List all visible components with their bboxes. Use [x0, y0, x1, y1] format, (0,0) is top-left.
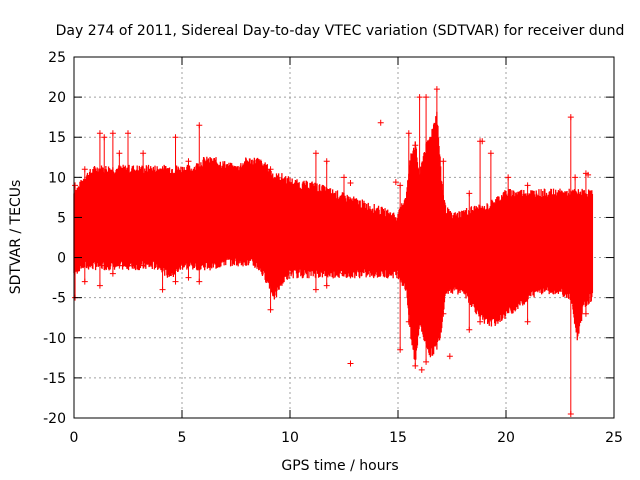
spike-end-marker — [477, 318, 484, 325]
spike-end-marker — [567, 114, 574, 121]
spike-end-marker — [397, 182, 404, 189]
spike-end-marker — [412, 362, 419, 369]
spike-end-marker — [116, 262, 123, 269]
spike-end-marker — [125, 130, 131, 137]
spike-end-marker — [429, 342, 436, 349]
spike-end-marker — [397, 346, 404, 353]
outlier-point — [347, 179, 354, 186]
y-tick-label: -15 — [43, 371, 66, 387]
x-tick-label: 15 — [389, 430, 407, 446]
outlier-point — [392, 179, 399, 186]
spike-end-marker — [172, 278, 179, 285]
spike-end-marker — [341, 270, 347, 277]
spike-end-marker — [405, 130, 412, 137]
spike-end-marker — [524, 318, 531, 325]
axis-ticks — [73, 56, 615, 419]
spike-end-marker — [72, 182, 79, 189]
spike-end-marker — [101, 134, 108, 141]
outlier-point — [347, 360, 354, 367]
spike-end-marker — [416, 94, 423, 101]
spike-end-marker — [505, 294, 512, 301]
x-tick-label: 5 — [178, 430, 187, 446]
spike-end-marker — [572, 302, 579, 309]
x-tick-label: 0 — [70, 430, 79, 446]
spike-end-marker — [440, 310, 447, 317]
spike-end-marker — [116, 150, 123, 157]
spike-end-marker — [466, 326, 473, 333]
spike-end-marker — [109, 130, 116, 137]
spike-end-marker — [185, 158, 192, 165]
data-series — [72, 86, 594, 417]
y-tick-label: 25 — [48, 50, 66, 66]
spike-end-marker — [433, 86, 440, 93]
spike-end-marker — [323, 282, 330, 289]
y-tick-label: -5 — [52, 291, 66, 307]
spike-end-marker — [505, 174, 512, 181]
plot-frame — [73, 56, 615, 419]
spike-end-marker — [196, 278, 203, 285]
y-tick-label: -10 — [43, 331, 66, 347]
spike-end-marker — [429, 142, 436, 149]
spike-end-marker — [159, 166, 166, 173]
spike-end-marker — [487, 310, 494, 317]
spike-end-marker — [466, 190, 473, 197]
spike-end-marker — [267, 306, 274, 313]
y-axis-label: SDTVAR / TECUs — [8, 180, 24, 295]
spike-end-marker — [172, 134, 179, 141]
outlier-point — [377, 119, 384, 126]
spike-end-marker — [267, 166, 274, 173]
spike-end-marker — [81, 166, 88, 173]
y-tick-label: 15 — [48, 130, 66, 146]
spike-end-marker — [423, 358, 430, 365]
outlier-point — [585, 171, 592, 178]
y-tick-label: 10 — [48, 170, 66, 186]
spike-end-marker — [433, 334, 440, 341]
y-tick-label: 5 — [57, 210, 66, 226]
spike-end-marker — [567, 410, 574, 417]
outlier-point — [479, 138, 486, 145]
x-tick-label: 10 — [281, 430, 299, 446]
spike-end-marker — [487, 150, 494, 157]
spike-end-marker — [341, 174, 347, 181]
x-tick-label: 20 — [497, 430, 515, 446]
spike-end-marker — [140, 150, 147, 157]
spike-end-marker — [524, 182, 531, 189]
outlier-point — [446, 353, 453, 360]
spike-end-marker — [412, 142, 419, 149]
spike-end-marker — [159, 286, 166, 293]
spike-end-marker — [416, 318, 423, 325]
spike-end-marker — [125, 262, 131, 269]
spike-end-marker — [440, 158, 447, 165]
spike-end-marker — [140, 262, 147, 269]
spike-end-marker — [312, 150, 319, 157]
outlier-point — [418, 366, 425, 373]
y-tick-label: -20 — [43, 411, 66, 427]
spike-end-marker — [572, 174, 579, 181]
y-tick-labels: -20 -15 -10 -5 0 5 10 15 20 25 — [43, 50, 66, 427]
y-tick-label: 20 — [48, 90, 66, 106]
chart-title: Day 274 of 2011, Sidereal Day-to-day VTE… — [56, 23, 625, 39]
spike-end-marker — [96, 130, 103, 137]
x-tick-label: 25 — [605, 430, 623, 446]
spike-end-marker — [96, 282, 103, 289]
spike-end-marker — [312, 286, 319, 293]
spike-end-marker — [423, 94, 430, 101]
spike-end-marker — [323, 158, 330, 165]
spike-end-marker — [405, 318, 412, 325]
spike-end-marker — [196, 122, 203, 129]
x-tick-labels: 0 5 10 15 20 25 — [70, 430, 623, 446]
y-tick-label: 0 — [57, 251, 66, 267]
spike-end-marker — [101, 262, 108, 269]
spike-end-marker — [81, 278, 88, 285]
spike-end-marker — [185, 274, 192, 281]
x-axis-label: GPS time / hours — [281, 458, 398, 474]
spike-end-marker — [109, 270, 116, 277]
spike-end-marker — [582, 310, 589, 317]
